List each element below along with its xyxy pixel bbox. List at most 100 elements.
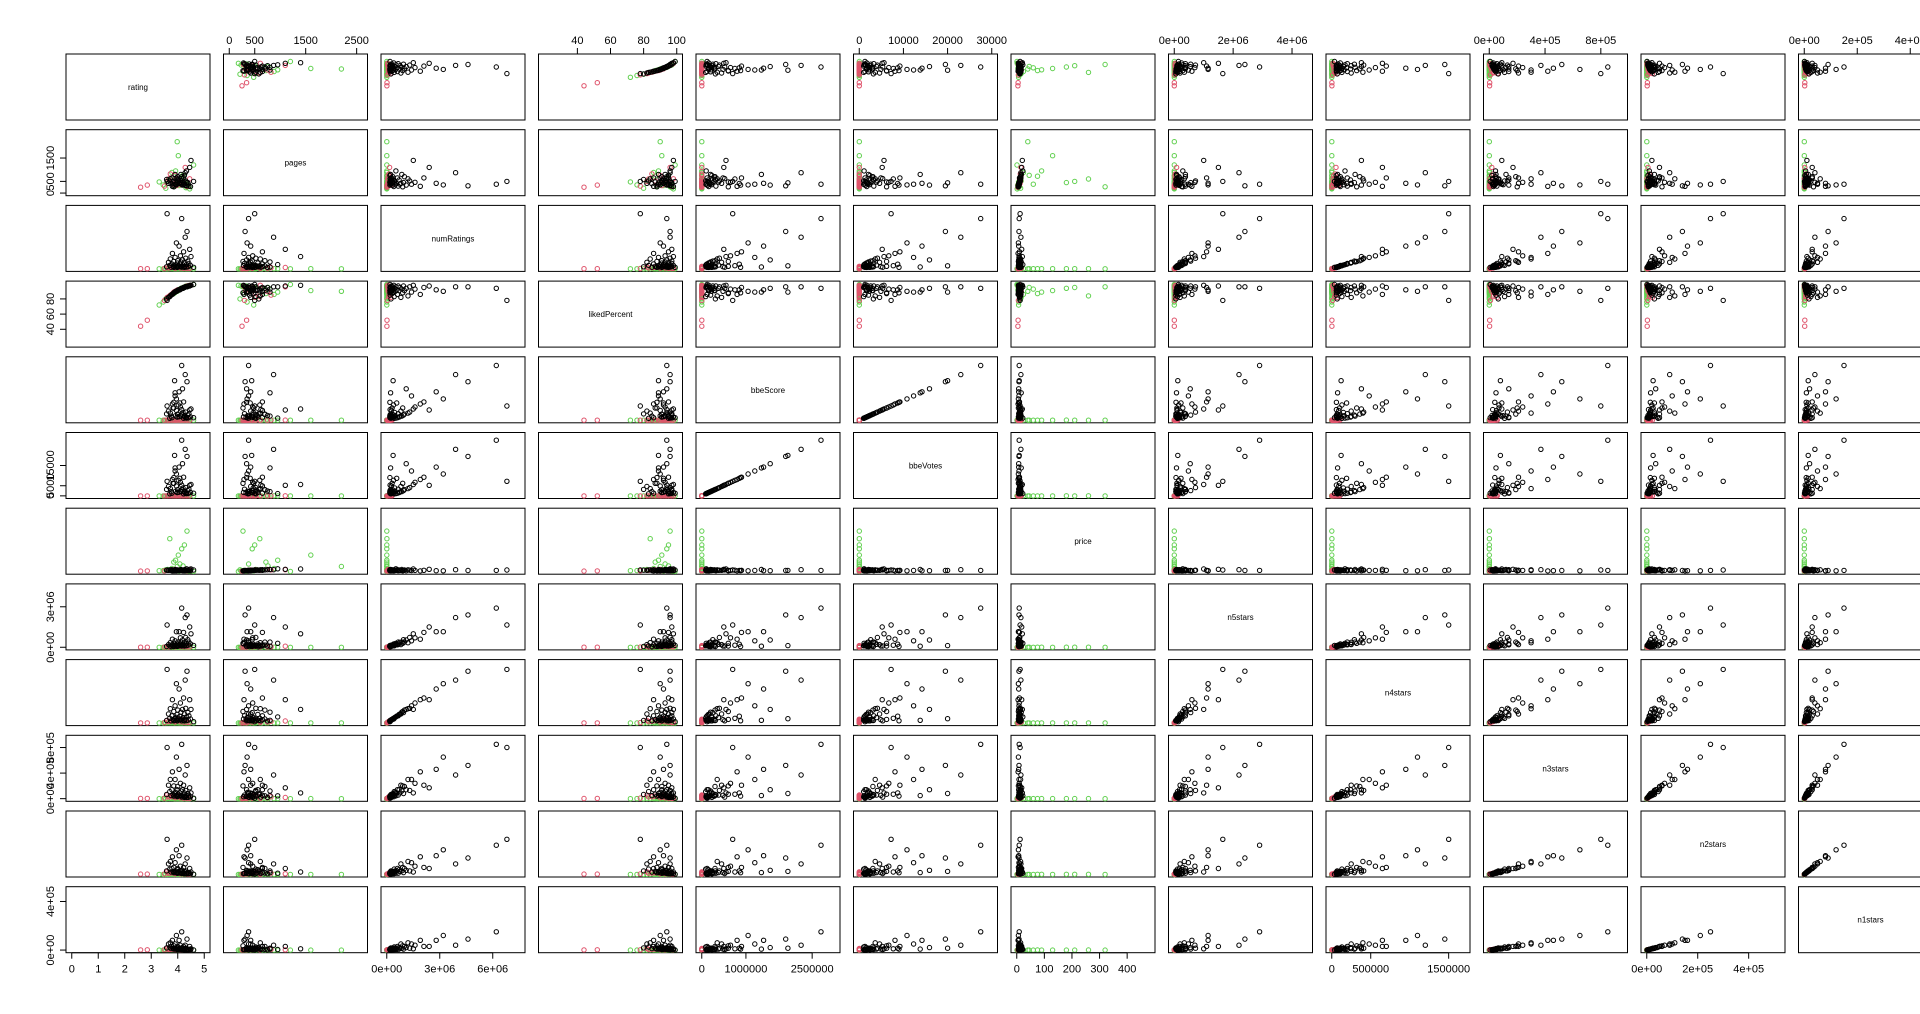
data-point bbox=[411, 158, 415, 162]
data-point bbox=[1339, 379, 1343, 383]
data-point bbox=[1221, 71, 1225, 75]
panel-bbeScore-vs-rating bbox=[66, 357, 210, 423]
data-point bbox=[746, 183, 750, 187]
data-point bbox=[1447, 298, 1451, 302]
panel-numRatings-vs-rating bbox=[66, 205, 210, 271]
data-point bbox=[240, 324, 244, 328]
data-point bbox=[660, 154, 664, 158]
data-point bbox=[979, 182, 983, 186]
data-point bbox=[391, 379, 395, 383]
data-point bbox=[1221, 212, 1225, 216]
data-point bbox=[246, 363, 250, 367]
data-point bbox=[1017, 216, 1021, 220]
data-point bbox=[1216, 284, 1220, 288]
data-point bbox=[1086, 294, 1090, 298]
data-point bbox=[857, 81, 861, 85]
data-point bbox=[339, 289, 343, 293]
data-point bbox=[761, 244, 765, 248]
data-point bbox=[1680, 229, 1684, 233]
panel-frame bbox=[1641, 130, 1785, 196]
data-point bbox=[434, 181, 438, 185]
data-point bbox=[1204, 250, 1208, 254]
data-point bbox=[1380, 69, 1384, 73]
data-point bbox=[595, 183, 599, 187]
data-point bbox=[138, 267, 142, 271]
data-point bbox=[434, 288, 438, 292]
data-point bbox=[1340, 294, 1344, 298]
data-point bbox=[628, 418, 632, 422]
data-point bbox=[1103, 185, 1107, 189]
data-point bbox=[874, 64, 878, 68]
data-point bbox=[1546, 184, 1550, 188]
data-point bbox=[1026, 140, 1030, 144]
diagonal-label-likedPercent: likedPercent bbox=[588, 310, 633, 319]
data-point bbox=[716, 64, 720, 68]
panel-likedPercent-vs-likedPercent: likedPercent bbox=[539, 281, 683, 347]
data-point bbox=[666, 400, 670, 404]
data-point bbox=[189, 158, 193, 162]
data-point bbox=[872, 184, 876, 188]
data-point bbox=[466, 380, 470, 384]
data-point bbox=[1721, 71, 1725, 75]
data-point bbox=[857, 303, 861, 307]
data-point bbox=[784, 229, 788, 233]
data-point bbox=[1500, 407, 1504, 411]
panel-numRatings-vs-n4stars bbox=[1326, 205, 1470, 271]
data-point bbox=[1380, 184, 1384, 188]
data-point bbox=[246, 216, 250, 220]
data-point bbox=[726, 185, 730, 189]
data-point bbox=[1708, 65, 1712, 69]
panel-frame bbox=[1484, 205, 1628, 271]
data-point bbox=[1606, 216, 1610, 220]
panel-rating-vs-bbeVotes bbox=[854, 54, 998, 120]
data-point bbox=[641, 412, 645, 416]
data-point bbox=[298, 283, 302, 287]
data-point bbox=[628, 180, 632, 184]
data-point bbox=[453, 63, 457, 67]
panel-bbeScore-vs-bbeScore: bbeScore bbox=[696, 357, 840, 423]
data-point bbox=[505, 71, 509, 75]
data-point bbox=[1521, 180, 1525, 184]
data-point bbox=[920, 244, 924, 248]
data-point bbox=[1050, 418, 1054, 422]
data-point bbox=[1373, 405, 1377, 409]
data-point bbox=[1521, 405, 1525, 409]
data-point bbox=[759, 172, 763, 176]
panel-pages-vs-bbeScore bbox=[696, 130, 840, 196]
data-point bbox=[1818, 177, 1822, 181]
data-point bbox=[1415, 397, 1419, 401]
panel-frame bbox=[854, 130, 998, 196]
data-point bbox=[1073, 285, 1077, 289]
data-point bbox=[1443, 62, 1447, 66]
data-point bbox=[1842, 286, 1846, 290]
panel-rating-vs-n2stars bbox=[1641, 54, 1785, 120]
data-point bbox=[666, 250, 670, 254]
data-point bbox=[889, 298, 893, 302]
data-point bbox=[1685, 244, 1689, 248]
data-point bbox=[1645, 81, 1649, 85]
data-point bbox=[668, 380, 672, 384]
panel-pages-vs-n3stars bbox=[1484, 130, 1628, 196]
data-point bbox=[1359, 183, 1363, 187]
data-point bbox=[1340, 403, 1344, 407]
data-point bbox=[1064, 286, 1068, 290]
data-point bbox=[1373, 180, 1377, 184]
data-point bbox=[385, 303, 389, 307]
data-point bbox=[1823, 244, 1827, 248]
data-point bbox=[700, 81, 704, 85]
diagonal-label-rating: rating bbox=[128, 83, 148, 92]
data-point bbox=[1384, 176, 1388, 180]
data-point bbox=[746, 241, 750, 245]
data-point bbox=[406, 70, 410, 74]
data-point bbox=[1698, 67, 1702, 71]
data-point bbox=[441, 289, 445, 293]
data-point bbox=[1367, 182, 1371, 186]
panel-likedPercent-vs-pages bbox=[224, 281, 368, 347]
panel-likedPercent-vs-bbeVotes bbox=[854, 281, 998, 347]
data-point bbox=[453, 285, 457, 289]
data-point bbox=[1511, 61, 1515, 65]
data-point bbox=[1803, 81, 1807, 85]
data-point bbox=[959, 235, 963, 239]
data-point bbox=[1380, 408, 1384, 412]
data-point bbox=[1335, 391, 1339, 395]
